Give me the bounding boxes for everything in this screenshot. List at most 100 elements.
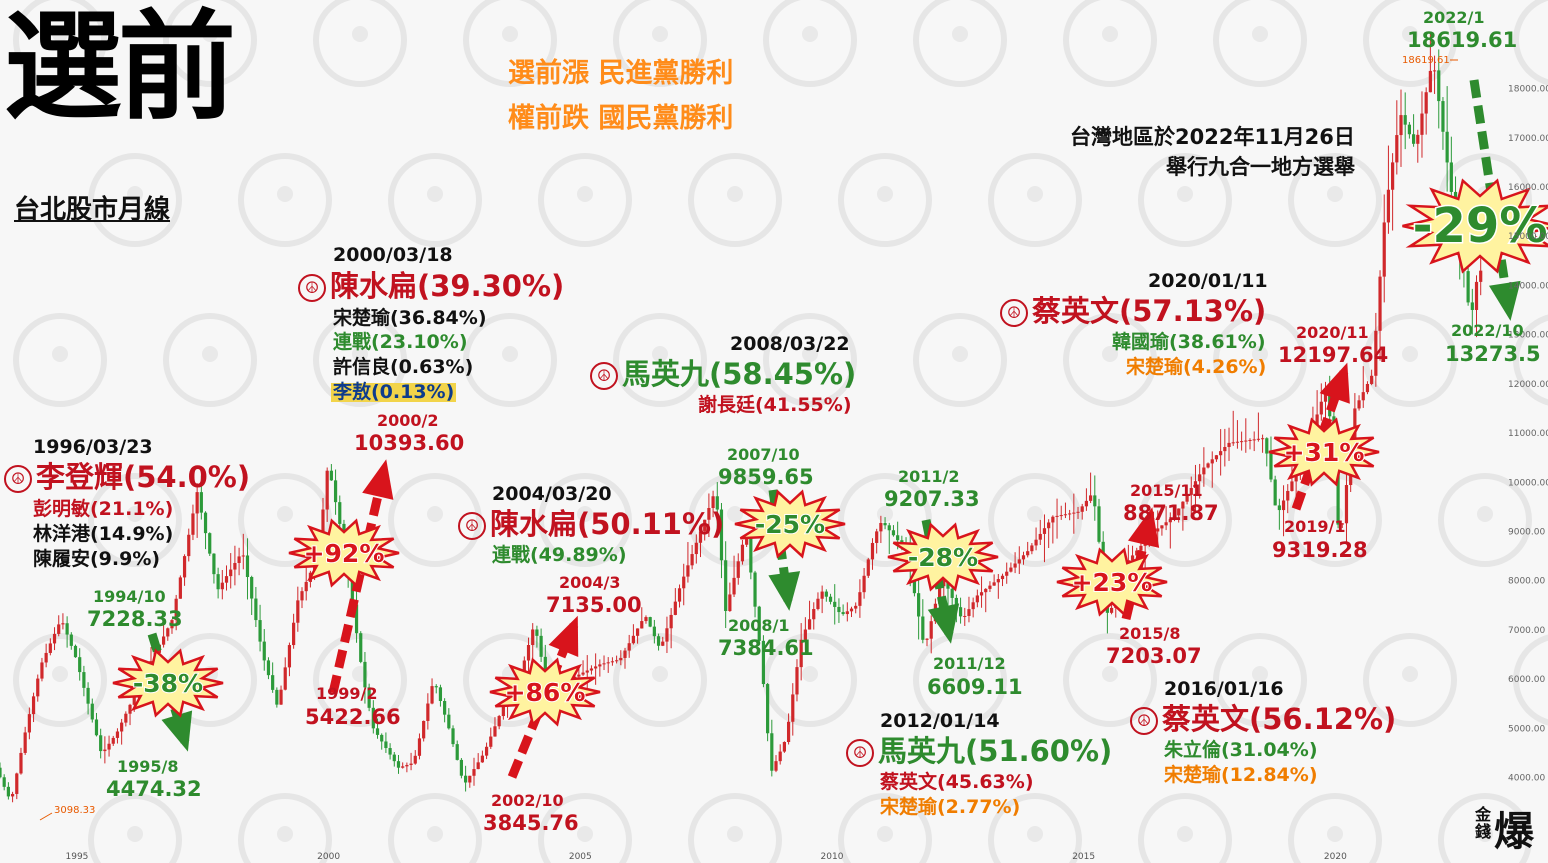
watermark-lock-icon	[313, 313, 407, 407]
candle-body	[661, 641, 665, 646]
chart-subtitle: 台北股市月線	[14, 195, 171, 225]
watermark-lock-icon	[388, 793, 482, 863]
candle-body	[656, 636, 661, 646]
watermark-lock-icon	[88, 153, 182, 247]
candle-body	[380, 734, 384, 742]
candle-body	[484, 746, 489, 756]
watermark-keyhole-icon	[277, 506, 293, 522]
candidate: 陳履安(9.9%)	[33, 548, 161, 570]
candle-body	[887, 525, 891, 531]
watermark-keyhole-icon	[1102, 26, 1118, 42]
candle-body	[1042, 528, 1047, 534]
candle-body	[2, 777, 6, 787]
point-value: 3845.76	[483, 811, 579, 835]
election-winner: ☮ 陳水扁(50.11%)	[458, 510, 724, 540]
candle-body	[707, 508, 711, 520]
candle-body	[749, 538, 753, 573]
page-title: 選前	[4, 0, 236, 136]
candle-body	[640, 621, 644, 629]
watermark-keyhole-icon	[1252, 26, 1268, 42]
candle-body	[447, 714, 451, 729]
point-date: 2011/2	[898, 467, 960, 486]
candle-body	[1441, 101, 1445, 132]
watermark-keyhole-icon	[802, 26, 818, 42]
candle-body	[300, 591, 304, 601]
candle-body	[132, 695, 136, 705]
candle-body	[824, 591, 828, 597]
move-percent-label: -28%	[908, 543, 978, 572]
watermark-keyhole-icon	[52, 666, 68, 682]
candle-body	[472, 769, 476, 776]
point-date: 1999/2	[316, 684, 378, 703]
candle-body	[921, 616, 925, 640]
watermark-keyhole-icon	[1102, 346, 1118, 362]
candle-body	[199, 492, 203, 513]
watermark-lock-icon	[838, 793, 932, 863]
candle-body	[489, 736, 493, 747]
move-percent-label: +86%	[505, 678, 586, 707]
candle-body	[615, 660, 619, 662]
watermark-lock-icon	[913, 313, 1007, 407]
watermark-keyhole-icon	[127, 186, 143, 202]
candle-body	[195, 492, 199, 514]
candle-body	[1240, 441, 1244, 443]
candle-body	[1403, 115, 1407, 125]
candle-body	[677, 588, 682, 602]
point-date: 1995/8	[117, 757, 179, 776]
election-winner: ☮ 陳水扁(39.30%)	[298, 272, 564, 302]
candle-body	[1068, 513, 1072, 515]
candle-body	[619, 657, 623, 661]
watermark-lock-icon	[988, 153, 1082, 247]
watermark-keyhole-icon	[1177, 186, 1193, 202]
candle-body	[1386, 189, 1391, 223]
candle-body	[958, 607, 963, 617]
watermark-keyhole-icon	[577, 826, 593, 842]
candle-body	[279, 689, 283, 705]
watermark-keyhole-icon	[1027, 826, 1043, 842]
candle-body	[1340, 523, 1344, 525]
watermark-keyhole-icon	[202, 26, 218, 42]
candle-body	[1420, 113, 1424, 135]
election-note-line-2: 舉行九合一地方選舉	[1166, 155, 1355, 179]
candle-body	[631, 635, 635, 644]
watermark-keyhole-icon	[952, 26, 968, 42]
candle-body	[1269, 453, 1273, 480]
point-value: 18619.61	[1407, 28, 1518, 52]
candle-body	[166, 628, 170, 637]
candle-body	[1139, 545, 1143, 551]
watermark-lock-icon	[988, 473, 1082, 567]
candle-body	[1219, 451, 1223, 456]
candle-body	[1445, 131, 1449, 163]
candle-body	[65, 623, 69, 635]
candle-body	[1260, 438, 1265, 440]
watermark-keyhole-icon	[1327, 826, 1343, 842]
candle-body	[464, 775, 468, 783]
candle-body	[1437, 70, 1441, 102]
candle-body	[1365, 383, 1370, 393]
watermark-lock-icon	[1063, 313, 1157, 407]
x-tick-label: 2010	[821, 852, 844, 862]
candle-body	[23, 732, 27, 753]
candle-body	[417, 738, 422, 756]
candle-body	[1395, 135, 1399, 163]
watermark-lock-icon	[1063, 633, 1157, 727]
watermark-lock-icon	[1363, 313, 1457, 407]
burst-badge	[1056, 547, 1168, 617]
watermark-lock-icon	[913, 633, 1007, 727]
move-percent-label: -25%	[755, 510, 825, 539]
candle-body	[1130, 555, 1135, 561]
y-tick-label: 16000.00	[1508, 183, 1548, 193]
candle-body	[90, 703, 94, 720]
candle-body	[0, 767, 2, 778]
point-value: 12197.64	[1278, 343, 1389, 367]
move-arrow-head	[768, 571, 801, 611]
candle-body	[1399, 115, 1403, 136]
candle-body	[635, 628, 640, 636]
candle-body	[992, 582, 996, 586]
candle-body	[304, 581, 308, 592]
peace-symbol-icon: ☮	[846, 739, 874, 767]
watermark-keyhole-icon	[952, 666, 968, 682]
candle-body	[786, 721, 791, 743]
candle-body	[191, 513, 195, 535]
candle-body	[52, 633, 57, 644]
